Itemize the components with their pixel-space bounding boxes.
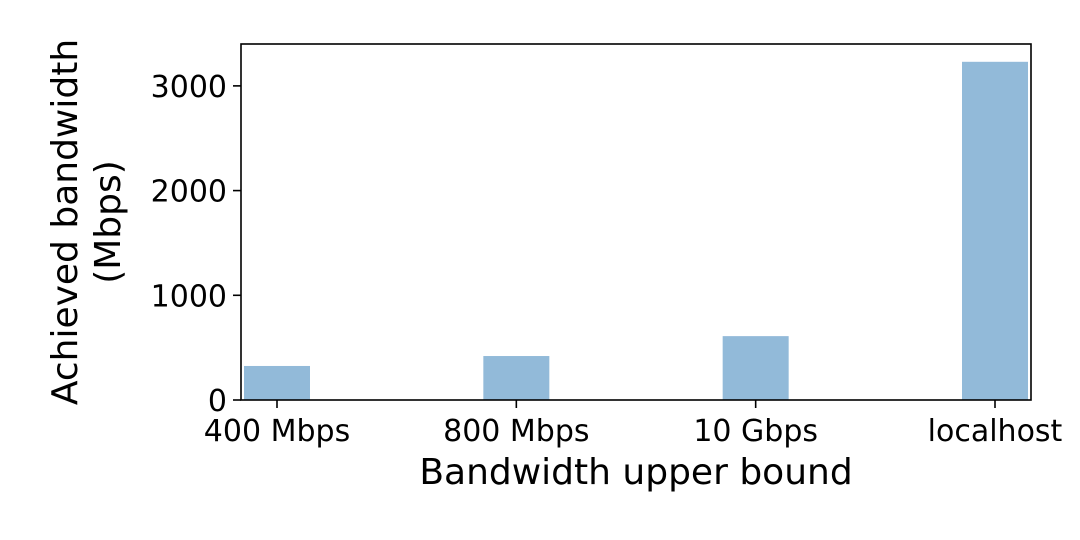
bars-group — [244, 61, 1028, 401]
x-axis-ticks: 400 Mbps 800 Mbps 10 Gbps localhost — [204, 400, 1063, 449]
x-tick-label: localhost — [928, 414, 1063, 449]
y-tick-label: 0 — [208, 384, 227, 419]
y-tick-label: 3000 — [151, 70, 227, 105]
plot-frame — [240, 43, 1032, 401]
x-axis-label: Bandwidth upper bound — [419, 452, 852, 493]
bar-400-mbps — [244, 365, 310, 400]
x-tick-label: 800 Mbps — [443, 414, 589, 449]
x-tick-label: 10 Gbps — [693, 414, 818, 449]
y-axis-label-line-1: Achieved bandwidth — [45, 39, 86, 405]
bar-localhost — [962, 61, 1028, 401]
y-tick-label: 1000 — [151, 279, 227, 314]
bar-10-gbps — [722, 336, 789, 400]
y-axis-label-line-2: (Mbps) — [88, 160, 129, 284]
y-axis-ticks: 0 1000 2000 3000 — [151, 70, 241, 419]
x-tick-label: 400 Mbps — [204, 414, 350, 449]
bar-800-mbps — [483, 356, 550, 400]
y-tick-label: 2000 — [151, 175, 227, 210]
